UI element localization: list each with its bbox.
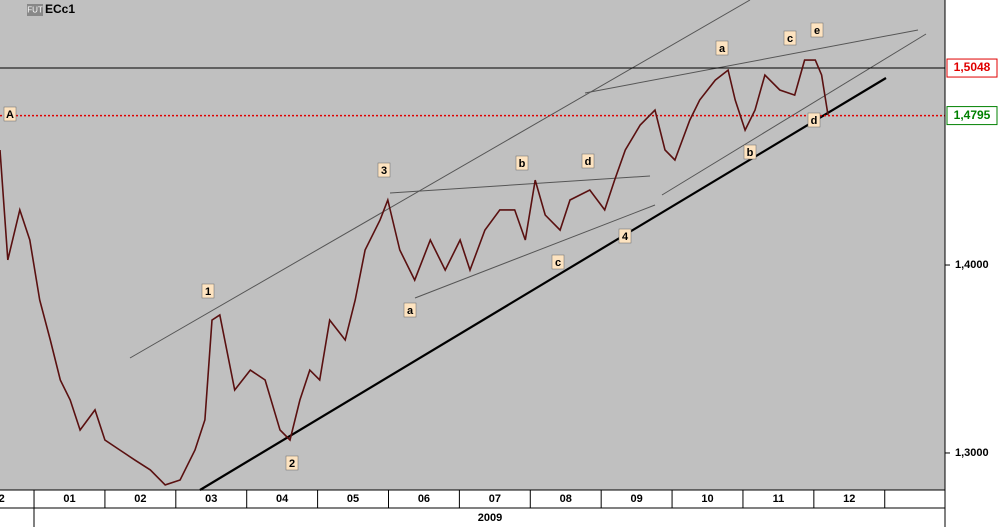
x-tick-label: 05 (347, 493, 359, 505)
price-box (946, 58, 998, 78)
wave-label: c (555, 257, 561, 269)
wave-label: b (519, 158, 526, 170)
symbol: ECc1 (45, 2, 75, 16)
wave-label-box (783, 30, 797, 46)
wave-label-box (810, 22, 824, 38)
wave-label-box (285, 455, 299, 471)
wave-label: A (6, 109, 14, 121)
wave-label: 1 (205, 286, 211, 298)
badge (27, 4, 43, 16)
x-tick-label: 03 (205, 493, 217, 505)
y-tick-label: 1,4000 (955, 259, 989, 271)
wave-label: d (811, 115, 818, 127)
x-tick-label: 08 (560, 493, 572, 505)
wave-label: c (787, 33, 793, 45)
price-line-series (0, 59, 829, 486)
wave-label-box (618, 228, 632, 244)
wave-label: a (719, 43, 726, 55)
triangle-line (584, 29, 919, 94)
channel-line (129, 0, 751, 359)
wave-label-box (581, 153, 595, 169)
x-tick-label: 11 (773, 493, 785, 505)
price-box (946, 106, 998, 126)
x-tick-label: 02 (134, 493, 146, 505)
trendlines (129, 0, 927, 359)
wave-label: 3 (381, 165, 387, 177)
wave-label-box (715, 40, 729, 56)
x-tick-label: 10 (701, 493, 713, 505)
wave-label: e (814, 25, 820, 37)
wave-label: a (407, 305, 414, 317)
y-tick-label: 1,3000 (955, 447, 989, 459)
x-tick-label: 07 (489, 493, 501, 505)
wave-label-box (743, 144, 757, 160)
x-tick-label: 01 (63, 493, 75, 505)
wave-label-box (377, 162, 391, 178)
plot-background (0, 0, 945, 490)
x-tick-label: 06 (418, 493, 430, 505)
wave-label-box (515, 155, 529, 171)
wave-label-box (403, 302, 417, 318)
x-tick-label: 12 (843, 493, 855, 505)
year-label: 2009 (478, 512, 502, 524)
wave-label-box (551, 254, 565, 270)
triangle-line (389, 175, 651, 194)
x-tick-label: 12 (0, 493, 5, 505)
badge-text: FUT (27, 6, 43, 15)
wave-label-box (3, 106, 17, 122)
wave-label: 2 (289, 458, 295, 470)
price-label: 1,5048 (954, 60, 991, 74)
x-tick-label: 04 (276, 493, 289, 505)
price-label: 1,4795 (954, 108, 991, 122)
wave-label-box (201, 283, 215, 299)
wave-label-box (807, 112, 821, 128)
wave-label: 4 (622, 231, 629, 243)
x-tick-label: 09 (630, 493, 642, 505)
triangle-line (414, 204, 656, 299)
wave-label: d (585, 156, 592, 168)
channel-line (661, 33, 927, 196)
main-trendline (199, 77, 887, 491)
price-axis (945, 0, 1004, 527)
wave-label: b (747, 147, 754, 159)
